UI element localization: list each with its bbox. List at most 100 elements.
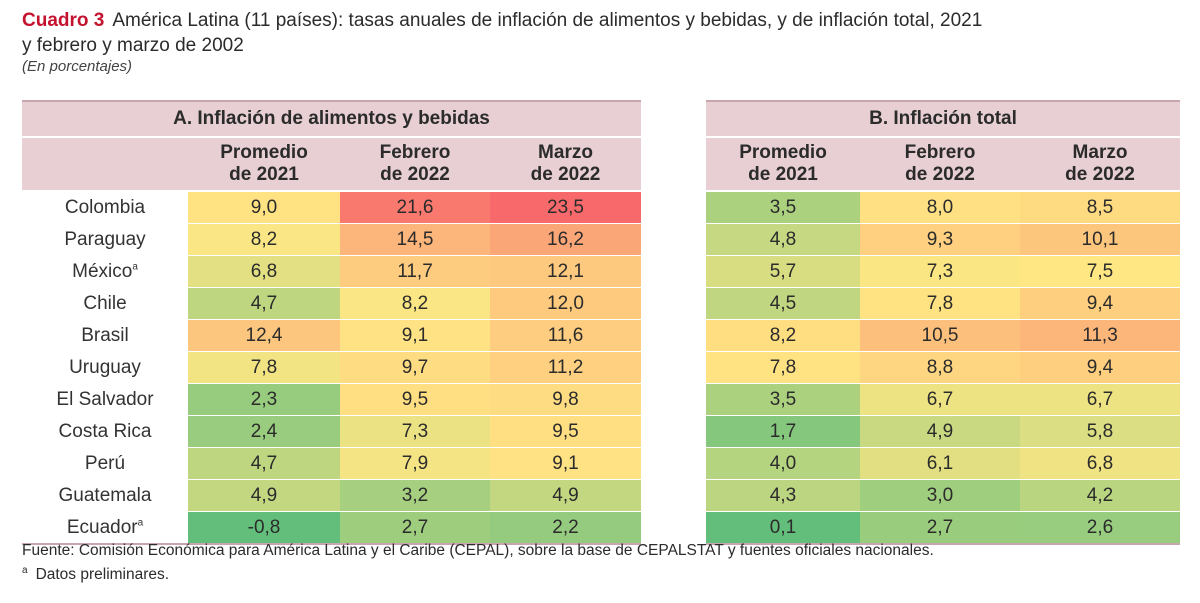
total-inflation-cell: 2,6 [1020, 511, 1180, 545]
panel-b-col-header: Febrero de 2022 [860, 137, 1020, 192]
food-inflation-cell: 21,6 [340, 191, 490, 224]
table-row: 0,1 2,7 2,6 [706, 511, 1180, 545]
total-inflation-cell: 7,3 [860, 255, 1020, 288]
food-inflation-cell: 3,2 [340, 479, 490, 512]
country-name: Chile [22, 287, 188, 320]
table-row: Colombia 9,0 21,6 23,5 [22, 191, 641, 224]
food-inflation-cell: 7,8 [188, 351, 340, 384]
food-inflation-cell: -0,8 [188, 511, 340, 545]
food-inflation-cell: 8,2 [340, 287, 490, 320]
total-inflation-cell: 6,1 [860, 447, 1020, 480]
food-inflation-cell: 8,2 [188, 223, 340, 256]
table-row: 8,2 10,5 11,3 [706, 319, 1180, 352]
table-row: Ecuadora -0,8 2,7 2,2 [22, 511, 641, 545]
panel-a-col-header: Marzo de 2022 [490, 137, 641, 192]
country-name: Brasil [22, 319, 188, 352]
table-row: 4,8 9,3 10,1 [706, 223, 1180, 256]
food-inflation-cell: 16,2 [490, 223, 641, 256]
footnote-marker: a [132, 261, 138, 273]
table-row: Brasil 12,4 9,1 11,6 [22, 319, 641, 352]
panel-b-total-inflation-table: B. Inflación total Promedio de 2021 Febre… [706, 100, 1180, 545]
total-inflation-cell: 8,8 [860, 351, 1020, 384]
food-inflation-cell: 9,0 [188, 191, 340, 224]
panel-a-col-header: Promedio de 2021 [188, 137, 340, 192]
total-inflation-cell: 1,7 [706, 415, 860, 448]
preliminary-note: a Datos preliminares. [22, 561, 934, 585]
table-title-block: Cuadro 3 América Latina (11 países): tasa… [22, 8, 1182, 76]
table-row: Chile 4,7 8,2 12,0 [22, 287, 641, 320]
panel-b-title: B. Inflación total [706, 100, 1180, 138]
total-inflation-cell: 3,0 [860, 479, 1020, 512]
panel-b-col-header: Marzo de 2022 [1020, 137, 1180, 192]
total-inflation-cell: 9,4 [1020, 351, 1180, 384]
country-name: Perú [22, 447, 188, 480]
panel-a-col-header: Febrero de 2022 [340, 137, 490, 192]
total-inflation-cell: 7,8 [860, 287, 1020, 320]
country-name: Guatemala [22, 479, 188, 512]
food-inflation-cell: 9,5 [490, 415, 641, 448]
food-inflation-cell: 11,7 [340, 255, 490, 288]
total-inflation-cell: 5,7 [706, 255, 860, 288]
total-inflation-cell: 7,5 [1020, 255, 1180, 288]
total-inflation-cell: 8,2 [706, 319, 860, 352]
total-inflation-cell: 10,5 [860, 319, 1020, 352]
food-inflation-cell: 12,4 [188, 319, 340, 352]
table-row: 4,3 3,0 4,2 [706, 479, 1180, 512]
food-inflation-cell: 2,2 [490, 511, 641, 545]
food-inflation-cell: 11,6 [490, 319, 641, 352]
total-inflation-cell: 4,5 [706, 287, 860, 320]
country-name: Paraguay [22, 223, 188, 256]
table-subtitle: (En porcentajes) [22, 58, 133, 75]
total-inflation-cell: 4,3 [706, 479, 860, 512]
table-title-line2: y febrero y marzo de 2002 [22, 35, 244, 56]
total-inflation-cell: 5,8 [1020, 415, 1180, 448]
country-name: El Salvador [22, 383, 188, 416]
panel-a-food-inflation-table: A. Inflación de alimentos y bebidas Prom… [22, 100, 641, 545]
country-name: Méxicoa [22, 255, 188, 288]
footnotes: Fuente: Comisión Económica para América … [22, 541, 934, 585]
food-inflation-cell: 7,9 [340, 447, 490, 480]
country-name: Uruguay [22, 351, 188, 384]
food-inflation-cell: 4,9 [490, 479, 641, 512]
table-row: 3,5 8,0 8,5 [706, 191, 1180, 224]
total-inflation-cell: 4,2 [1020, 479, 1180, 512]
table-title: Cuadro 3 América Latina (11 países): tasa… [22, 8, 1182, 33]
table-row: 4,0 6,1 6,8 [706, 447, 1180, 480]
food-inflation-cell: 4,7 [188, 287, 340, 320]
food-inflation-cell: 9,8 [490, 383, 641, 416]
table-number: Cuadro 3 [22, 10, 105, 31]
total-inflation-cell: 8,5 [1020, 191, 1180, 224]
food-inflation-cell: 12,0 [490, 287, 641, 320]
total-inflation-cell: 9,4 [1020, 287, 1180, 320]
food-inflation-cell: 4,7 [188, 447, 340, 480]
total-inflation-cell: 11,3 [1020, 319, 1180, 352]
total-inflation-cell: 2,7 [860, 511, 1020, 545]
food-inflation-cell: 4,9 [188, 479, 340, 512]
footnote-text: Datos preliminares. [35, 566, 170, 584]
food-inflation-cell: 23,5 [490, 191, 641, 224]
total-inflation-cell: 7,8 [706, 351, 860, 384]
panel-a-title: A. Inflación de alimentos y bebidas [22, 100, 641, 138]
table-row: 7,8 8,8 9,4 [706, 351, 1180, 384]
food-inflation-cell: 14,5 [340, 223, 490, 256]
food-inflation-cell: 9,5 [340, 383, 490, 416]
food-inflation-cell: 9,1 [490, 447, 641, 480]
total-inflation-cell: 6,7 [1020, 383, 1180, 416]
food-inflation-cell: 2,3 [188, 383, 340, 416]
table-row: Paraguay 8,2 14,5 16,2 [22, 223, 641, 256]
table-row: Guatemala 4,9 3,2 4,9 [22, 479, 641, 512]
table-row: Méxicoa 6,8 11,7 12,1 [22, 255, 641, 288]
country-name: Ecuadora [22, 511, 188, 545]
panel-b-col-header: Promedio de 2021 [706, 137, 860, 192]
table-row: 4,5 7,8 9,4 [706, 287, 1180, 320]
total-inflation-cell: 4,9 [860, 415, 1020, 448]
table-row: Perú 4,7 7,9 9,1 [22, 447, 641, 480]
source-note: Fuente: Comisión Económica para América … [22, 542, 934, 559]
total-inflation-cell: 6,8 [1020, 447, 1180, 480]
food-inflation-cell: 9,7 [340, 351, 490, 384]
total-inflation-cell: 9,3 [860, 223, 1020, 256]
table-row: El Salvador 2,3 9,5 9,8 [22, 383, 641, 416]
total-inflation-cell: 3,5 [706, 191, 860, 224]
total-inflation-cell: 10,1 [1020, 223, 1180, 256]
footnote-mark: a [22, 565, 28, 576]
